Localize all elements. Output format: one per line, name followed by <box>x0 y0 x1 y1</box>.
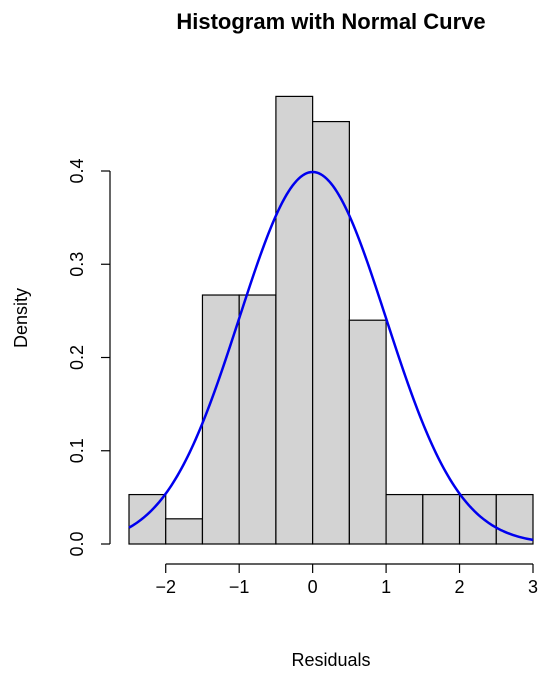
x-tick-label-3: 1 <box>381 577 391 597</box>
histogram-bar-1 <box>165 518 204 545</box>
chart-title: Histogram with Normal Curve <box>176 9 485 34</box>
x-tick-label-1: −1 <box>229 577 250 597</box>
histogram-bar-7 <box>385 493 424 545</box>
y-tick-label-2: 0.2 <box>67 345 87 370</box>
x-axis: −2 −1 0 1 2 3 <box>155 563 538 597</box>
histogram-bar-4 <box>275 95 314 545</box>
histogram-bar-8 <box>422 493 461 545</box>
x-tick-label-4: 2 <box>455 577 465 597</box>
x-axis-label: Residuals <box>291 650 370 670</box>
x-tick-label-5: 3 <box>528 577 538 597</box>
y-tick-label-4: 0.4 <box>67 158 87 183</box>
histogram-bar-6 <box>348 319 387 545</box>
histogram-bars <box>128 95 534 545</box>
y-tick-label-3: 0.3 <box>67 252 87 277</box>
y-axis-label: Density <box>11 288 31 348</box>
histogram-bar-3 <box>238 294 277 545</box>
y-tick-label-1: 0.1 <box>67 438 87 463</box>
y-axis: 0.0 0.1 0.2 0.3 0.4 <box>67 158 111 557</box>
y-tick-label-0: 0.0 <box>67 531 87 556</box>
normal-curve-line <box>128 170 534 542</box>
x-tick-label-0: −2 <box>155 577 176 597</box>
histogram-bar-5 <box>312 120 350 545</box>
x-tick-label-2: 0 <box>308 577 318 597</box>
